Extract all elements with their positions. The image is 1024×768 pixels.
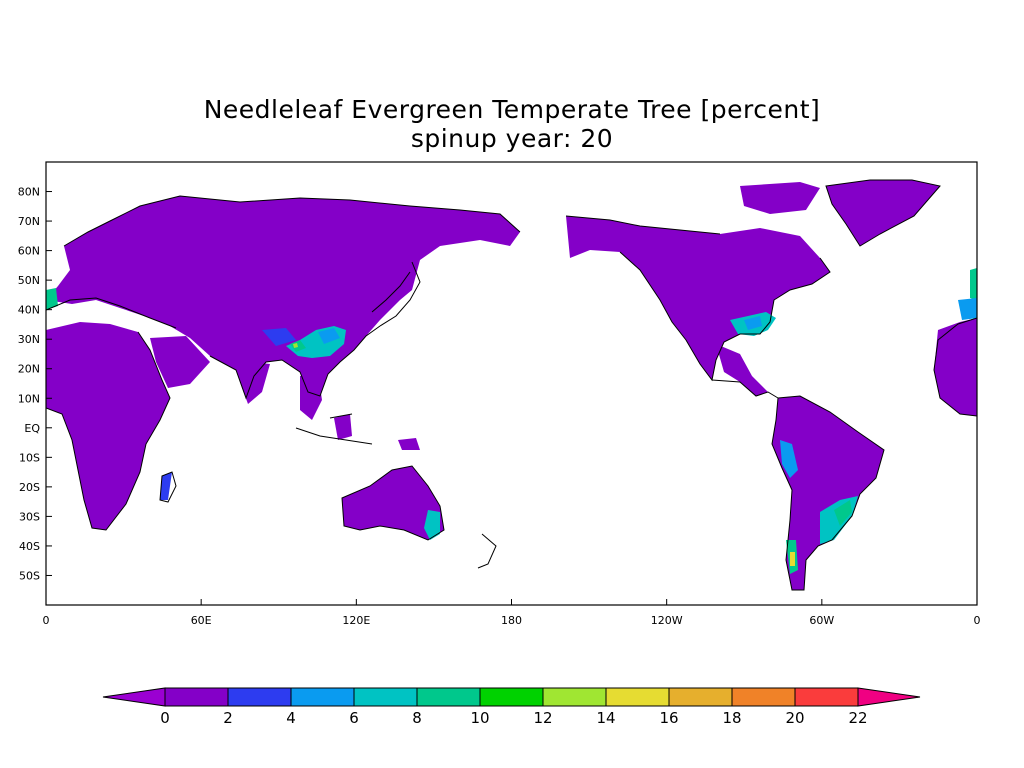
brazil-south-patch-green [834,500,852,526]
lat-tick-label: 80N [18,186,40,199]
colorbar-tick-label: 20 [785,709,804,727]
colorbar-tick-label: 4 [286,709,296,727]
lat-tick-label: 10S [19,451,40,464]
us-east-patch-blue [744,316,762,330]
tibet-patch [262,328,296,346]
africa-fill [46,322,170,530]
lat-tick-label: 60N [18,245,40,258]
africa-west-edge-fill [934,318,977,416]
scandinavia-fill [88,222,128,268]
china-patch-blue [318,328,340,344]
lat-tick-label: EQ [24,422,40,435]
high-value-patches [46,268,977,574]
lat-tick-label: 40S [19,540,40,553]
colorbar-tick-label: 0 [160,709,170,727]
coast-south-america [771,395,885,591]
coast-central-america [711,379,779,399]
australia-east-patch [424,510,440,540]
china-patch-yellow [293,343,298,348]
colorbar-swatch [668,687,733,707]
canada-arctic-fill [740,182,820,214]
coast-greenland [825,179,941,247]
coastlines [46,179,977,591]
coast-africa [46,331,171,531]
vegetation-fill-layer [46,180,977,590]
lon-tick-label: 180 [501,614,522,627]
colorbar-swatch [416,687,481,707]
lat-tick-label: 50S [19,569,40,582]
colorbar-tick-label: 18 [722,709,741,727]
chile-patch-yellow [790,552,795,566]
lon-tick-label: 120W [651,614,683,627]
australia-fill [342,466,444,540]
coast-indonesia [295,413,373,445]
newguinea-fill [398,438,420,450]
longitude-axis: 0 60E 120E 180 120W 60W 0 [43,599,981,627]
colorbar-swatch [227,687,292,707]
greenland-fill [826,180,940,246]
coast-japan [371,271,411,313]
lat-tick-label: 50N [18,274,40,287]
colorbar-swatch [290,687,355,707]
colorbar-tick-label: 22 [848,709,867,727]
colorbar-under-arrow [102,687,166,707]
map-title: Needleleaf Evergreen Temperate Tree [per… [203,95,821,124]
coast-newzealand [477,533,497,569]
lat-tick-label: 40N [18,304,40,317]
colorbar-tick-label: 10 [470,709,489,727]
colorbar: 0 2 4 6 8 10 12 14 16 18 20 22 [102,687,921,727]
lon-tick-label: 60W [809,614,834,627]
coast-mediterranean [46,297,177,329]
south-america-fill [772,396,884,590]
map-subtitle: spinup year: 20 [410,124,614,153]
lon-tick-label: 60E [191,614,212,627]
lon-tick-label: 0 [43,614,50,627]
coast-africa-west [933,317,977,417]
colorbar-tick-label: 16 [659,709,678,727]
eurasia-fill [46,196,520,398]
lon-tick-label: 120E [342,614,370,627]
colorbar-swatch [731,687,796,707]
colorbar-tick-label: 14 [596,709,615,727]
colorbar-swatch [794,687,859,707]
lat-tick-label: 20S [19,481,40,494]
europe-east-edge-patch-blue [958,298,977,320]
europe-east-edge-patch [970,268,977,300]
colorbar-swatch [164,687,229,707]
arabia-fill [150,336,210,388]
lat-tick-label: 30N [18,333,40,346]
lon-tick-label: 0 [974,614,981,627]
coast-madagascar [159,471,177,503]
colorbar-tick-label: 2 [223,709,233,727]
madagascar-fill [160,472,172,500]
colorbar-swatch [353,687,418,707]
coast-australia [341,465,445,541]
borneo-fill [334,414,352,440]
colorbar-over-arrow [857,687,921,707]
lat-tick-label: 20N [18,363,40,376]
colorbar-swatch [479,687,544,707]
lat-tick-label: 10N [18,392,40,405]
coast-eurasia [63,195,521,400]
europe-west-patch [46,288,58,310]
colorbar-tick-label: 8 [412,709,422,727]
colorbar-swatch [605,687,670,707]
colorbar-tick-label: 6 [349,709,359,727]
north-america-fill [566,216,830,380]
lat-tick-label: 30S [19,510,40,523]
colorbar-tick-label: 12 [533,709,552,727]
china-patch-green [290,340,306,352]
latitude-axis: 80N 70N 60N 50N 40N 30N 20N 10N EQ 10S 20S 30S 40S 50… [18,186,52,582]
andes-patch [780,440,798,478]
mexico-fill [716,344,768,396]
coast-north-america [565,215,831,382]
colorbar-swatch [542,687,607,707]
lat-tick-label: 70N [18,215,40,228]
